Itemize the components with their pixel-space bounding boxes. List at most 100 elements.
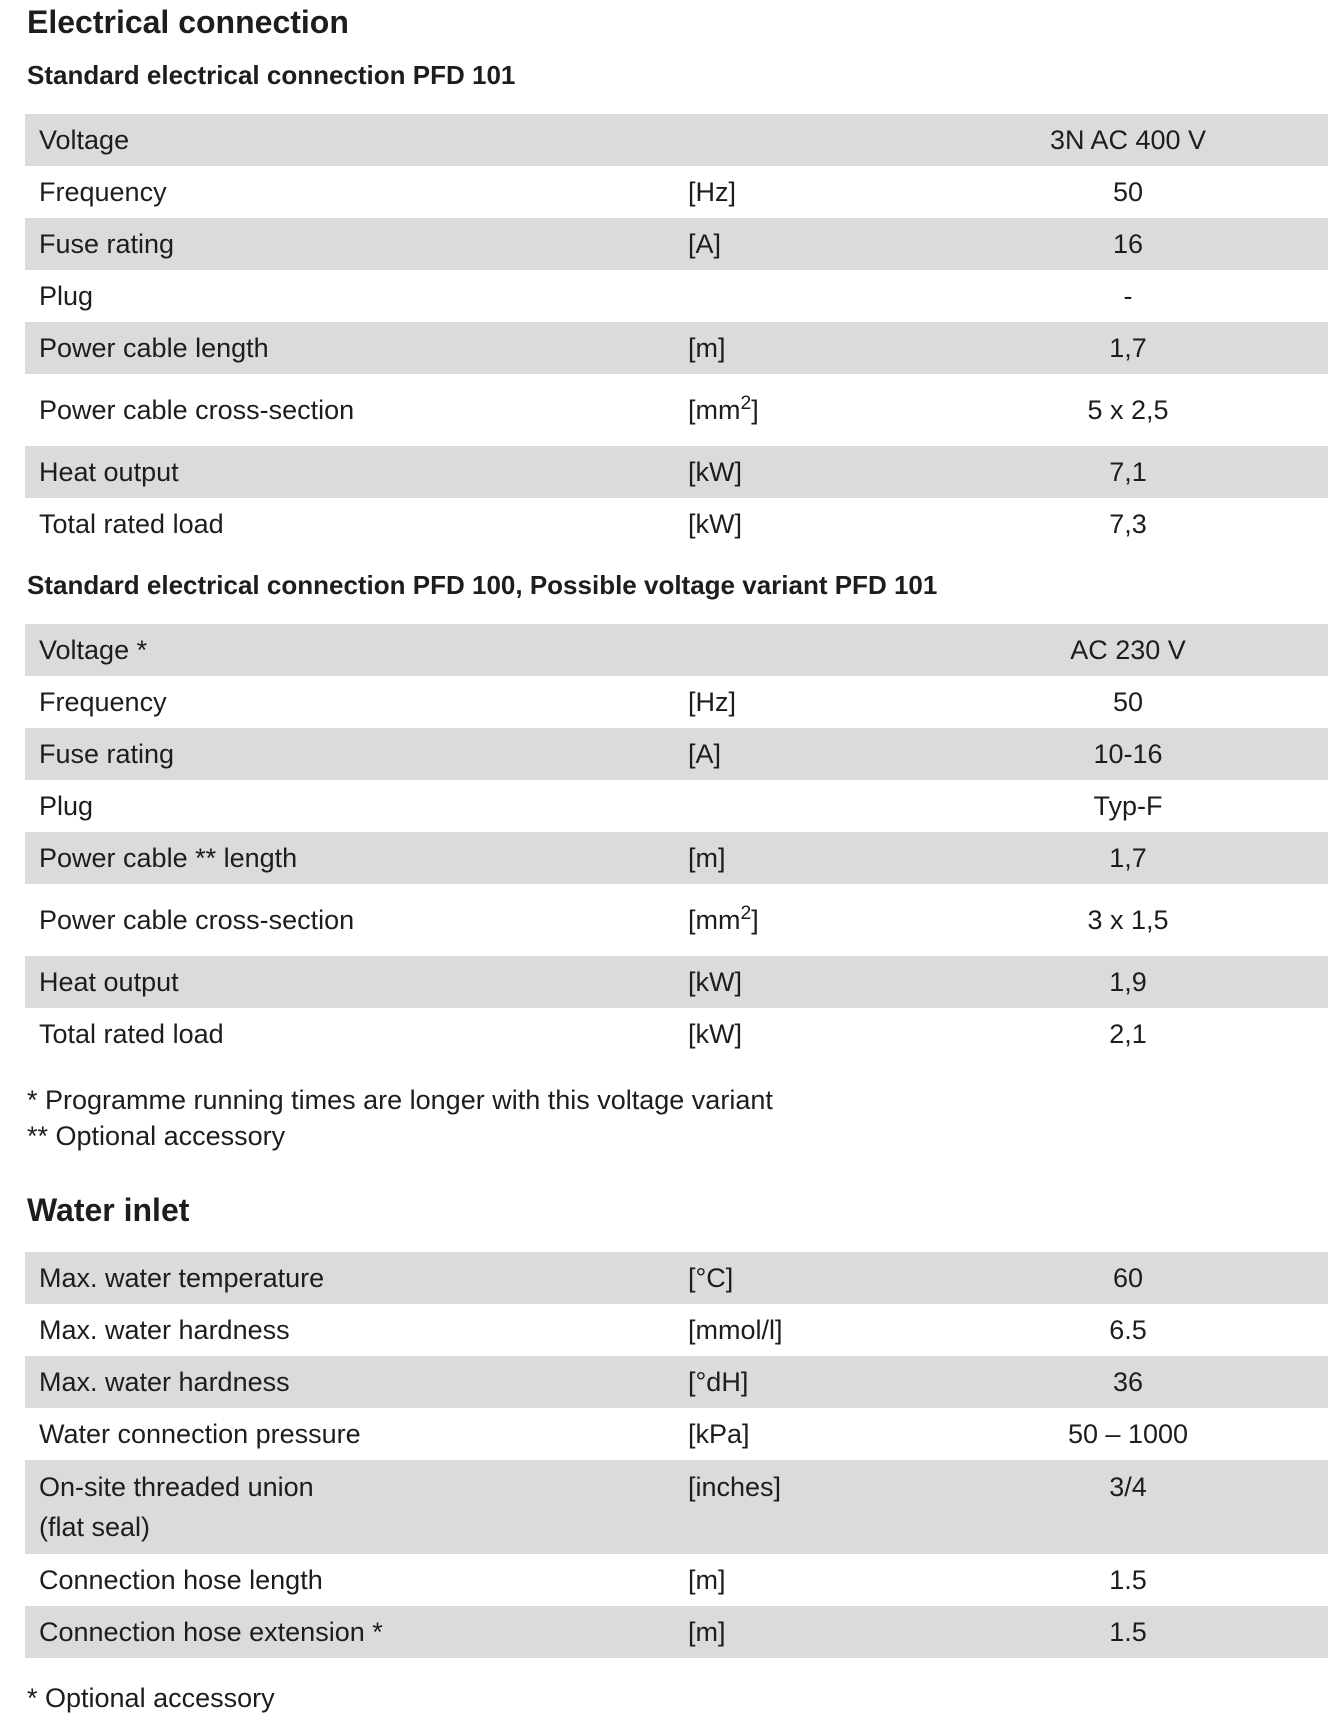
table-row: Power cable ** length [m] 1,7 [25, 832, 1328, 884]
row-value: 2,1 [1109, 1019, 1147, 1049]
unit-superscript: 2 [740, 902, 752, 924]
row-unit: [Hz] [688, 177, 737, 207]
row-value: 36 [1112, 1367, 1144, 1397]
section-heading-pfd100: Standard electrical connection PFD 100, … [27, 570, 938, 600]
row-value: 3 x 1,5 [1087, 905, 1169, 935]
table-row: Max. water hardness [mmol/l] 6.5 [25, 1304, 1328, 1356]
row-label: Voltage [39, 125, 130, 155]
row-unit: [kW] [688, 1019, 742, 1049]
row-label: Connection hose length [39, 1565, 323, 1595]
unit-prefix: [mm [688, 395, 741, 425]
row-value: 7,1 [1109, 457, 1147, 487]
row-label: Water connection pressure [39, 1419, 361, 1449]
row-unit: [kW] [688, 967, 742, 997]
row-unit: [A] [688, 739, 722, 769]
row-unit: [m] [688, 1617, 726, 1647]
row-unit: [m] [688, 333, 726, 363]
row-label: Power cable cross-section [39, 905, 355, 935]
table-row: Fuse rating [A] 16 [25, 218, 1328, 270]
unit-prefix: [mm [688, 905, 741, 935]
row-label: Fuse rating [39, 229, 175, 259]
row-label: Power cable ** length [39, 843, 298, 873]
row-label: Max. water hardness [39, 1315, 290, 1345]
row-value: 1.5 [1109, 1565, 1147, 1595]
row-label-line1: On-site threaded union [39, 1472, 314, 1502]
row-value: 16 [1112, 229, 1144, 259]
unit-superscript: 2 [740, 392, 752, 414]
row-unit: [kW] [688, 509, 742, 539]
table-row: Voltage * AC 230 V [25, 624, 1328, 676]
row-label: Heat output [39, 457, 179, 487]
table-row: Connection hose length [m] 1.5 [25, 1554, 1328, 1606]
table-row: Plug - [25, 270, 1328, 322]
table-row: Voltage 3N AC 400 V [25, 114, 1328, 166]
row-value: Typ-F [1093, 791, 1163, 821]
row-label: Frequency [39, 687, 167, 717]
row-unit: [m] [688, 1565, 726, 1595]
table-row: Power cable length [m] 1,7 [25, 322, 1328, 374]
row-unit: [°dH] [688, 1367, 749, 1397]
footnote-optional-accessory: ** Optional accessory [27, 1121, 286, 1151]
row-value: 3N AC 400 V [1049, 125, 1207, 155]
unit-suffix: ] [751, 905, 759, 935]
row-unit: [kW] [688, 457, 742, 487]
row-value: 5 x 2,5 [1087, 395, 1169, 425]
table-row: Total rated load [kW] 2,1 [25, 1008, 1328, 1060]
row-value: 10-16 [1093, 739, 1163, 769]
row-label: On-site threaded union (flat seal) [25, 1467, 688, 1547]
footnote-water-optional-accessory: * Optional accessory [27, 1683, 275, 1713]
table-row: Heat output [kW] 1,9 [25, 956, 1328, 1008]
row-unit: [mmol/l] [688, 1315, 783, 1345]
unit-suffix: ] [751, 395, 759, 425]
row-unit: [mm2] [688, 902, 928, 936]
spec-table-pfd101: Voltage 3N AC 400 V Frequency [Hz] 50 Fu… [25, 114, 1328, 550]
row-value: 3/4 [1109, 1472, 1147, 1502]
electrical-footnotes: * Programme running times are longer wit… [25, 1082, 1328, 1154]
row-value: 1,7 [1109, 333, 1147, 363]
row-label: Max. water temperature [39, 1263, 325, 1293]
table-row: Fuse rating [A] 10-16 [25, 728, 1328, 780]
row-value: 50 [1112, 177, 1144, 207]
table-row: Power cable cross-section [mm2] 3 x 1,5 [25, 884, 1328, 956]
row-label: Fuse rating [39, 739, 175, 769]
table-row: Water connection pressure [kPa] 50 – 100… [25, 1408, 1328, 1460]
row-label: Power cable length [39, 333, 269, 363]
row-label: Connection hose extension * [39, 1617, 383, 1647]
row-unit: [Hz] [688, 687, 737, 717]
table-row: Plug Typ-F [25, 780, 1328, 832]
row-value: 1,7 [1109, 843, 1147, 873]
row-unit: [inches] [688, 1472, 782, 1502]
spec-table-pfd100: Voltage * AC 230 V Frequency [Hz] 50 Fus… [25, 624, 1328, 1060]
row-label: Frequency [39, 177, 167, 207]
row-label: Total rated load [39, 1019, 224, 1049]
table-row: Connection hose extension * [m] 1.5 [25, 1606, 1328, 1658]
row-value: 50 [1112, 687, 1144, 717]
table-row: Frequency [Hz] 50 [25, 166, 1328, 218]
row-value: 6.5 [1109, 1315, 1147, 1345]
row-label: Plug [39, 791, 94, 821]
footnote-voltage-variant: * Programme running times are longer wit… [27, 1085, 773, 1115]
water-inlet-title: Water inlet [27, 1192, 190, 1228]
row-unit: [°C] [688, 1263, 734, 1293]
row-value: 1,9 [1109, 967, 1147, 997]
row-label: Total rated load [39, 509, 224, 539]
table-row: Heat output [kW] 7,1 [25, 446, 1328, 498]
section-heading-pfd101: Standard electrical connection PFD 101 [27, 60, 516, 90]
table-row: On-site threaded union (flat seal) [inch… [25, 1460, 1328, 1554]
row-label: Plug [39, 281, 94, 311]
spec-table-water: Max. water temperature [°C] 60 Max. wate… [25, 1252, 1328, 1658]
row-label: Heat output [39, 967, 179, 997]
table-row: Total rated load [kW] 7,3 [25, 498, 1328, 550]
row-value: 50 – 1000 [1067, 1419, 1189, 1449]
row-unit: [kPa] [688, 1419, 750, 1449]
row-unit: [mm2] [688, 392, 928, 426]
row-unit: [A] [688, 229, 722, 259]
row-label: Power cable cross-section [39, 395, 355, 425]
row-value: 60 [1112, 1263, 1144, 1293]
row-value: AC 230 V [1070, 635, 1186, 665]
row-value: 7,3 [1109, 509, 1147, 539]
table-row: Max. water hardness [°dH] 36 [25, 1356, 1328, 1408]
table-row: Power cable cross-section [mm2] 5 x 2,5 [25, 374, 1328, 446]
row-label-line2: (flat seal) [39, 1512, 151, 1542]
